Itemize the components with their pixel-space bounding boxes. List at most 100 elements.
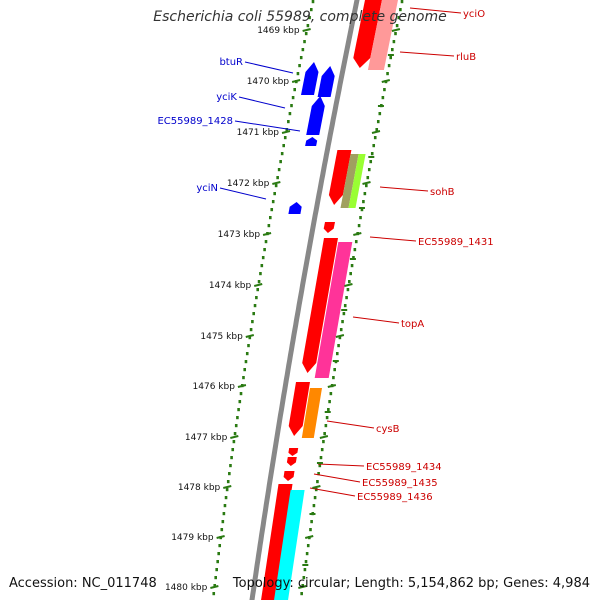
ring-dot <box>312 504 316 508</box>
backbone-line <box>249 0 360 600</box>
ring-dot <box>376 120 380 124</box>
tick-mark <box>230 435 239 439</box>
tick-mark <box>362 181 371 185</box>
tick-label: 1479 kbp <box>171 533 214 543</box>
ring-dot <box>212 592 216 596</box>
leader-ec55989-1435 <box>313 473 361 483</box>
gene-label-btur: btuR <box>219 57 243 68</box>
ring-dot <box>234 424 238 428</box>
leader-topa <box>352 316 400 324</box>
ring-dot <box>223 504 227 508</box>
ring-dot <box>394 32 397 36</box>
ring-dot <box>268 216 272 220</box>
ring-dot <box>296 72 300 76</box>
tick-mark <box>237 384 247 388</box>
leader-ec55989-1431 <box>369 236 417 242</box>
gene-label-ycio: yciO <box>463 9 485 20</box>
ring-dot <box>279 160 282 164</box>
ring-dot <box>282 144 285 148</box>
gene-features <box>261 0 398 600</box>
ring-dot <box>274 184 278 188</box>
ring-dot <box>306 24 310 28</box>
ring-dot <box>375 128 379 132</box>
leader-ycik <box>238 96 286 109</box>
ring-dot <box>346 288 350 292</box>
tick-mark <box>281 130 291 134</box>
ring-dot <box>399 8 402 12</box>
tick-label: 1477 kbp <box>185 433 228 443</box>
leader-ec55989-1436 <box>309 487 356 497</box>
ring-dot <box>318 464 322 468</box>
ring-dot <box>237 408 240 412</box>
tick-mark <box>291 79 301 83</box>
tick-label: 1478 kbp <box>178 483 221 493</box>
ring-dot <box>259 272 262 276</box>
ring-dot <box>383 88 386 92</box>
ring-dot <box>303 568 307 572</box>
ring-dot <box>220 528 224 532</box>
accession-label: Accession: NC_011748 <box>9 576 157 591</box>
ring-dot <box>233 432 237 436</box>
tick-mark <box>210 585 219 589</box>
ring-dot <box>276 176 279 180</box>
ring-dot <box>304 32 308 36</box>
gene-label-ec55989-1428: EC55989_1428 <box>157 116 233 127</box>
gene-label-ec55989-1435: EC55989_1435 <box>362 478 438 489</box>
gene-label-topa: topA <box>401 319 424 330</box>
ring-dot <box>273 192 276 196</box>
ring-dot <box>316 480 319 484</box>
ring-dot <box>372 144 376 148</box>
ring-dot <box>304 560 308 564</box>
ring-dot <box>213 584 217 588</box>
leader-ec55989-1434 <box>317 463 365 467</box>
gene-label-rlub: rluB <box>456 52 476 63</box>
ring-dot <box>320 448 324 452</box>
right-tick-ring <box>300 0 404 596</box>
tick-label: 1474 kbp <box>209 281 252 291</box>
ring-dot <box>236 416 239 420</box>
tick-mark <box>216 535 225 539</box>
ring-dot <box>226 480 230 484</box>
ring-dot <box>333 368 336 372</box>
ring-dot <box>287 120 290 124</box>
ring-dot <box>362 200 365 204</box>
ring-dot <box>341 320 344 324</box>
ring-dot <box>359 216 362 220</box>
ring-dot <box>397 16 401 20</box>
ring-dot <box>348 280 351 284</box>
ring-dot <box>390 48 394 52</box>
ring-dot <box>238 400 242 404</box>
ring-dot <box>305 552 309 556</box>
tick-mark <box>272 181 281 185</box>
ring-dot <box>387 64 391 68</box>
ring-dot <box>225 488 229 492</box>
gene-bar-rluB <box>367 0 398 70</box>
ring-dot <box>327 408 330 412</box>
gene-bar-yciK <box>317 66 335 97</box>
tick-label: 1476 kbp <box>193 382 236 392</box>
ring-dot <box>231 448 235 452</box>
tick-label: 1470 kbp <box>247 77 290 87</box>
gene-bar-sohB-c <box>348 154 366 208</box>
ring-dot <box>323 432 326 436</box>
tick-label: 1475 kbp <box>200 332 243 342</box>
ring-dot <box>365 184 368 188</box>
gene-labels: btuR yciK EC55989_1428 yciN yciO rluB sohB EC55… <box>157 7 494 503</box>
genome-backbone <box>249 0 360 600</box>
ring-dot <box>283 136 287 140</box>
ring-dot <box>271 200 275 204</box>
ring-dot <box>301 48 305 52</box>
tick-mark <box>302 28 311 32</box>
ring-dot <box>242 376 245 380</box>
leader-ec55989-1428 <box>234 120 301 132</box>
gene-label-ycik: yciK <box>216 92 237 103</box>
ring-dot <box>229 464 232 468</box>
leader-btur <box>244 61 294 74</box>
ring-dot <box>363 192 367 196</box>
tick-mark <box>344 283 353 287</box>
gene-bar-sohB <box>328 150 352 205</box>
ring-dot <box>335 352 339 356</box>
ring-dot <box>218 544 222 548</box>
ring-dot <box>261 256 265 260</box>
tick-label: 1480 kbp <box>165 583 208 593</box>
